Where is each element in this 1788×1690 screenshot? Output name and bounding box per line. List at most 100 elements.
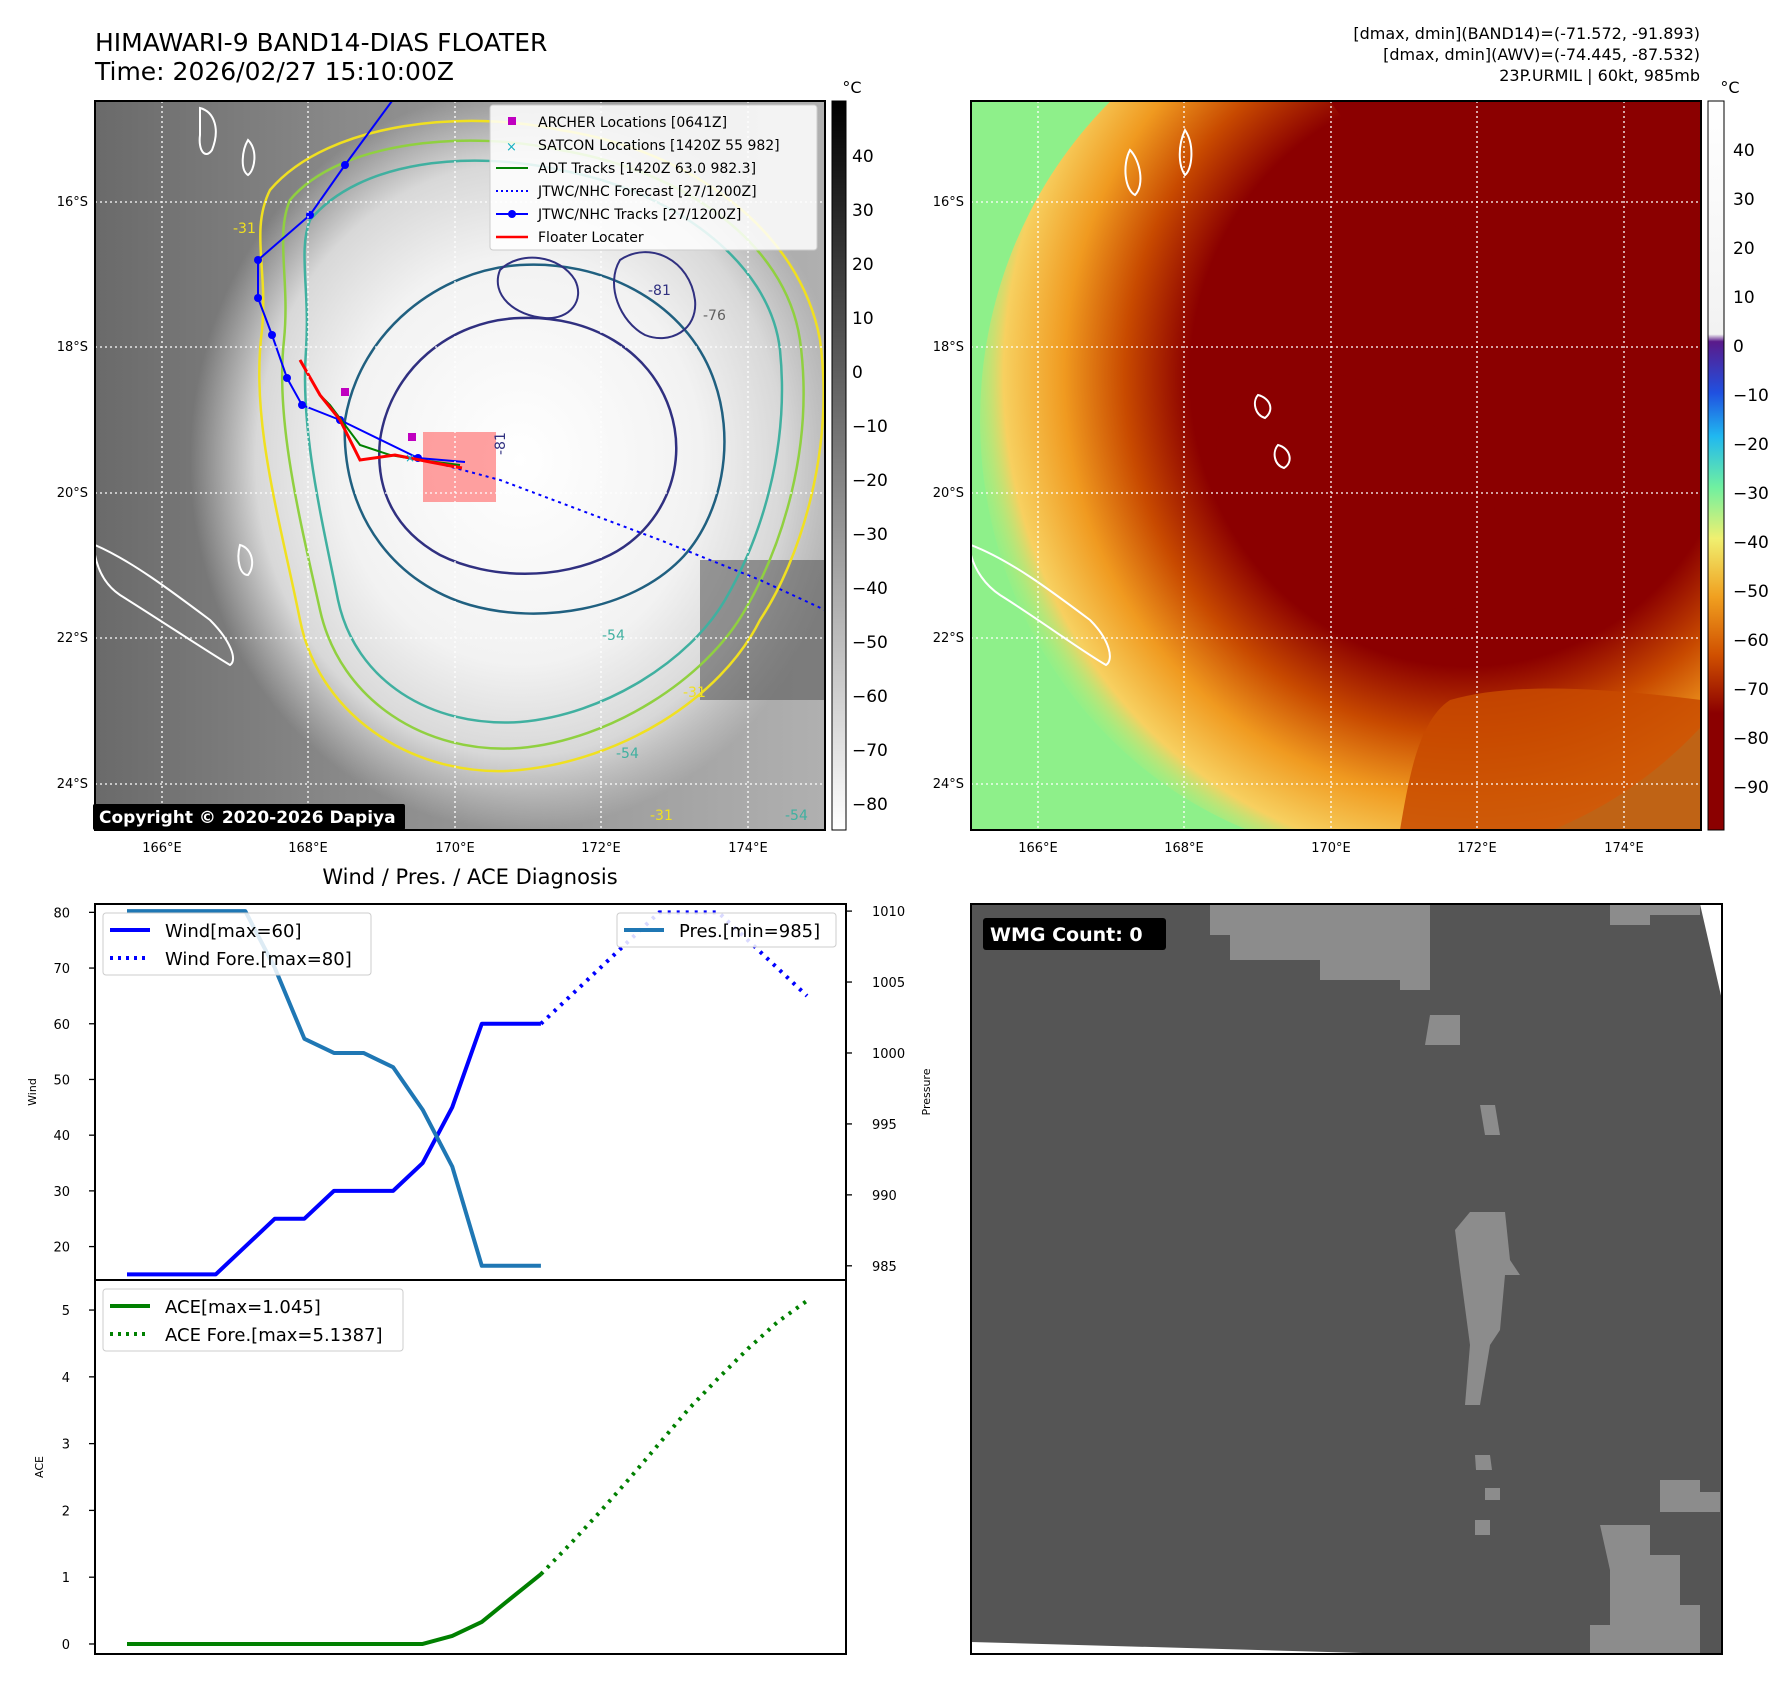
pressure-legend-box	[616, 912, 837, 948]
coastline-new-caledonia-2	[971, 544, 1111, 667]
colorbar-tick: −50	[1733, 582, 1769, 602]
jtwc-track-point	[298, 401, 306, 409]
legend-tracks-dot	[508, 210, 516, 218]
cold-tops-north	[1330, 101, 1701, 447]
colorbar-tick: −30	[1733, 484, 1769, 504]
map-legend: ARCHER Locations [0641Z] × SATCON Locati…	[489, 104, 818, 251]
colorbar-tick: −80	[1733, 729, 1769, 749]
ir-grayscale-map: × -31 -31 -31 -54 -54 -54 -81 -81 -76 AR…	[57, 78, 888, 856]
contour-darkblue	[343, 263, 726, 615]
lat-label: 24°S	[933, 777, 964, 792]
lat-label: 16°S	[933, 195, 964, 210]
lat-label: 22°S	[933, 631, 964, 646]
pressure-line	[127, 909, 541, 1268]
pressure-axis-label: Pressure	[920, 1068, 933, 1115]
ace-series	[127, 1299, 809, 1646]
lon-label: 170°E	[435, 841, 475, 856]
colorbar-color-unit: °C	[1720, 78, 1739, 97]
legend-ace-fore-label: ACE Fore.[max=5.1387]	[165, 1325, 383, 1346]
lon-label: 166°E	[1018, 841, 1058, 856]
wind-legend-box	[102, 912, 372, 976]
colorbar-tick: 20	[1733, 239, 1755, 259]
coastline-islands-2	[1253, 393, 1291, 470]
wind-tick-label: 20	[53, 1241, 70, 1256]
wind-pressure-series	[127, 909, 809, 1277]
lon-label: 170°E	[1311, 841, 1351, 856]
ace-tick-label: 1	[62, 1571, 70, 1586]
legend-satcon-label: SATCON Locations [1420Z 55 982]	[538, 138, 780, 154]
legend-tracks-label: JTWC/NHC Tracks [27/1200Z]	[537, 207, 741, 223]
legend-wind-fore-label: Wind Fore.[max=80]	[165, 949, 352, 970]
cold-tops-core	[1216, 372, 1501, 612]
wind-tick-label: 40	[53, 1129, 70, 1144]
colorbar-tick: 10	[852, 309, 874, 329]
ace-legend-box	[102, 1288, 404, 1352]
pressure-tick-label: 1000	[872, 1047, 905, 1062]
coastline-vanuatu	[198, 106, 256, 177]
legend-satcon-icon: ×	[506, 140, 517, 155]
wind-tick-label: 30	[53, 1185, 70, 1200]
jtwc-forecast-line	[417, 457, 825, 611]
colorbar-tick: −70	[1733, 680, 1769, 700]
wmg-patch	[1590, 1525, 1700, 1654]
colorbar-tick: 10	[1733, 288, 1755, 308]
floater-locater-line	[298, 359, 463, 470]
colorbar-tick: 0	[1733, 337, 1744, 357]
figure-time: Time: 2026/02/27 15:10:00Z	[94, 57, 454, 86]
ace-axis-ticks: 0 1 2 3 4 5	[62, 1304, 95, 1653]
lat-label: 18°S	[57, 340, 88, 355]
lon-label: 172°E	[581, 841, 621, 856]
colorbar-color	[1707, 100, 1725, 831]
map1-frame	[94, 100, 826, 831]
lat-label: 16°S	[57, 195, 88, 210]
colorbar-tick: 30	[1733, 190, 1755, 210]
copyright-box	[93, 804, 405, 830]
jtwc-track-point	[254, 256, 262, 264]
legend-forecast-label: JTWC/NHC Forecast [27/1200Z]	[537, 184, 757, 200]
pressure-tick-label: 1010	[872, 905, 905, 920]
colorbar-tick: −90	[1733, 778, 1769, 798]
wind-tick-label: 80	[53, 906, 70, 921]
pressure-axis-ticks: 985 990 995 1000 1005 1010	[846, 905, 905, 1275]
jtwc-track-point	[341, 161, 349, 169]
contour-label: -31	[650, 808, 673, 824]
jtwc-track-point	[268, 331, 276, 339]
lat-label: 20°S	[57, 486, 88, 501]
ace-tick-label: 0	[62, 1638, 70, 1653]
wmg-patch	[1660, 1480, 1720, 1512]
lon-label: 174°E	[728, 841, 768, 856]
legend-pressure-label: Pres.[min=985]	[679, 921, 820, 942]
wmg-background	[971, 904, 1722, 1654]
colorbar-tick: −10	[852, 417, 888, 437]
colorbar-tick: 30	[852, 201, 874, 221]
wmg-frame	[970, 903, 1723, 1655]
lat-label: 18°S	[933, 340, 964, 355]
ace-tick-label: 4	[62, 1371, 70, 1386]
ir-color-map: 16°S 18°S 20°S 22°S 24°S 166°E 168°E 170…	[933, 78, 1769, 856]
pressure-tick-label: 990	[872, 1189, 897, 1204]
lat-label: 22°S	[57, 631, 88, 646]
copyright-text: Copyright © 2020-2026 Dapiya	[99, 808, 396, 828]
contour-label: -31	[683, 685, 706, 701]
map2-lon-labels: 166°E 168°E 170°E 172°E 174°E	[1018, 841, 1644, 856]
colorbar-tick: −20	[1733, 435, 1769, 455]
map2-gridlines	[971, 101, 1701, 830]
wmg-patch	[1480, 1105, 1500, 1135]
colorbar-gray-ticks: 40 30 20 10 0 −10 −20 −30 −40 −50 −60 −7…	[852, 147, 888, 815]
colorbar-tick: 20	[852, 255, 874, 275]
archer-marker	[408, 433, 416, 441]
colorbar-tick: −40	[852, 579, 888, 599]
pressure-tick-label: 995	[872, 1118, 897, 1133]
wmg-panel: WMG Count: 0	[970, 903, 1723, 1655]
southern-band	[1400, 688, 1701, 830]
contour-label: -76	[703, 308, 726, 324]
ace-legend: ACE[max=1.045] ACE Fore.[max=5.1387]	[102, 1288, 404, 1352]
legend-wind-label: Wind[max=60]	[165, 921, 302, 942]
wmg-patch	[1455, 1212, 1520, 1405]
colorbar-gray-unit: °C	[842, 78, 861, 97]
colorbar-tick: −80	[852, 795, 888, 815]
wmg-patch	[1210, 904, 1430, 990]
legend-ace-label: ACE[max=1.045]	[165, 1297, 321, 1318]
legend-adt-label: ADT Tracks [1420Z 63.0 982.3]	[538, 161, 756, 177]
pressure-tick-label: 985	[872, 1260, 897, 1275]
